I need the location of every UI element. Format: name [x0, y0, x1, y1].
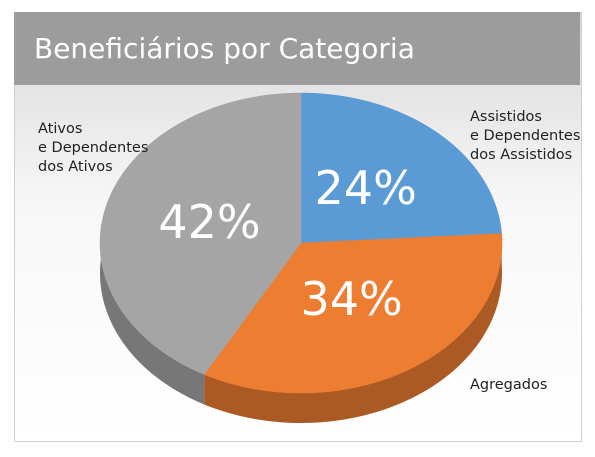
chart-title: Beneficiários por Categoria — [34, 32, 415, 65]
value-label: 24% — [315, 161, 417, 215]
category-label: Ativos e Dependentes dos Ativos — [38, 121, 149, 175]
slice — [99, 92, 302, 375]
title-bar — [14, 12, 580, 85]
category-label: Assistidos e Dependentes dos Assistidos — [470, 109, 581, 163]
slice — [300, 92, 502, 244]
value-label: 34% — [300, 272, 402, 326]
slice-side — [204, 233, 502, 423]
value-label: 42% — [158, 195, 260, 249]
category-label: Agregados — [470, 377, 548, 393]
